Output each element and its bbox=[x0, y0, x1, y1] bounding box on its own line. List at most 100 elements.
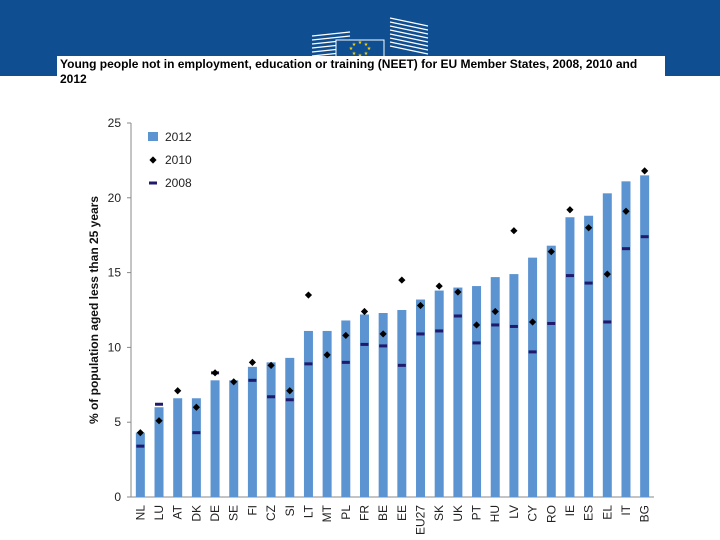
bar-2012 bbox=[453, 287, 463, 497]
marker-2010 bbox=[379, 330, 387, 338]
marker-2008 bbox=[472, 341, 481, 345]
x-tick-label: IT bbox=[619, 504, 633, 515]
bar-2012 bbox=[490, 277, 500, 497]
page-title: Young people not in employment, educatio… bbox=[60, 57, 638, 86]
x-tick-label: NL bbox=[133, 505, 147, 521]
svg-text:★: ★ bbox=[352, 51, 357, 57]
x-tick-label: RO bbox=[544, 505, 558, 523]
marker-2008 bbox=[136, 444, 145, 448]
x-tick-label: HU bbox=[488, 505, 502, 522]
marker-2010 bbox=[566, 206, 574, 214]
bar-2012 bbox=[285, 357, 295, 497]
marker-2010 bbox=[547, 248, 555, 256]
x-tick-label: EL bbox=[600, 505, 614, 520]
marker-2008 bbox=[603, 320, 612, 324]
bar-2012 bbox=[509, 274, 519, 497]
marker-2008 bbox=[435, 329, 444, 333]
bar-2012 bbox=[210, 380, 220, 497]
x-tick-label: PT bbox=[470, 504, 484, 520]
marker-2010 bbox=[398, 276, 406, 284]
marker-2010 bbox=[622, 207, 630, 215]
x-tick-label: LT bbox=[301, 504, 315, 518]
x-tick-label: BE bbox=[376, 505, 390, 521]
bar-2012 bbox=[191, 398, 201, 497]
x-tick-label: MT bbox=[320, 504, 334, 522]
marker-2010 bbox=[155, 417, 163, 425]
marker-2010 bbox=[323, 351, 331, 359]
bar-2012 bbox=[584, 215, 594, 497]
svg-text:★: ★ bbox=[349, 46, 354, 52]
x-tick-label: UK bbox=[451, 505, 465, 522]
marker-2008 bbox=[379, 344, 388, 348]
legend-marker-2008 bbox=[149, 181, 157, 185]
bar-2012 bbox=[621, 181, 631, 497]
marker-2010 bbox=[230, 378, 238, 386]
marker-2008 bbox=[491, 323, 500, 327]
marker-2010 bbox=[211, 369, 219, 377]
marker-2008 bbox=[155, 402, 164, 406]
marker-2008 bbox=[341, 360, 350, 364]
bar-2012 bbox=[397, 310, 407, 497]
legend-marker-2010 bbox=[149, 156, 157, 164]
marker-2008 bbox=[416, 332, 425, 336]
x-tick-label: BG bbox=[638, 505, 652, 522]
bar-2012 bbox=[322, 330, 332, 497]
marker-2010 bbox=[304, 291, 313, 299]
y-tick-label: 0 bbox=[114, 490, 121, 504]
marker-2010 bbox=[472, 321, 481, 329]
svg-text:★: ★ bbox=[352, 42, 357, 48]
x-tick-label: CZ bbox=[264, 505, 278, 521]
x-tick-label: LU bbox=[152, 505, 166, 520]
y-tick-label: 10 bbox=[108, 340, 122, 354]
bar-2012 bbox=[341, 320, 351, 497]
marker-2008 bbox=[267, 395, 276, 399]
legend-label-2010: 2010 bbox=[165, 153, 192, 167]
marker-2008 bbox=[640, 235, 649, 239]
y-axis-label: % of population aged less than 25 years bbox=[87, 196, 101, 424]
marker-2010 bbox=[136, 429, 144, 437]
marker-2008 bbox=[360, 342, 369, 346]
marker-2010 bbox=[454, 288, 462, 296]
title-box bbox=[57, 56, 665, 92]
marker-2010 bbox=[585, 224, 593, 232]
bar-2012 bbox=[229, 380, 239, 497]
x-tick-label: SK bbox=[432, 505, 446, 521]
x-tick-label: SI bbox=[283, 505, 297, 516]
marker-2010 bbox=[267, 361, 275, 369]
marker-2008 bbox=[192, 431, 201, 435]
x-tick-label: CY bbox=[526, 505, 540, 522]
svg-text:★: ★ bbox=[358, 40, 363, 46]
marker-2008 bbox=[621, 247, 630, 251]
marker-2010 bbox=[174, 387, 182, 395]
marker-2010 bbox=[641, 167, 649, 175]
marker-2008 bbox=[248, 378, 257, 382]
marker-2010 bbox=[603, 270, 611, 278]
y-tick-label: 25 bbox=[108, 116, 122, 130]
bar-2012 bbox=[303, 330, 313, 497]
marker-2010 bbox=[435, 282, 443, 290]
x-tick-label: LV bbox=[507, 505, 521, 519]
x-tick-label: EE bbox=[395, 505, 409, 521]
bar-2012 bbox=[434, 290, 444, 497]
bar-2012 bbox=[472, 286, 482, 497]
marker-2010 bbox=[342, 331, 350, 340]
bar-2012 bbox=[135, 432, 145, 497]
x-tick-label: AT bbox=[171, 504, 185, 519]
marker-2008 bbox=[547, 321, 556, 325]
bar-2012 bbox=[602, 193, 612, 497]
eu-commission-logo: ★★★★ ★★★★ bbox=[311, 17, 429, 59]
bar-2012 bbox=[359, 314, 369, 497]
y-tick-label: 15 bbox=[108, 266, 122, 280]
bar-2012 bbox=[528, 257, 538, 497]
bar-2012 bbox=[416, 299, 426, 497]
legend-label-2008: 2008 bbox=[165, 176, 192, 190]
y-tick-label: 20 bbox=[108, 191, 122, 205]
y-tick-label: 5 bbox=[114, 415, 121, 429]
svg-text:★: ★ bbox=[364, 51, 369, 57]
x-tick-label: PL bbox=[339, 505, 353, 520]
x-tick-label: FR bbox=[357, 505, 371, 521]
marker-2008 bbox=[528, 350, 537, 354]
marker-2010 bbox=[416, 301, 425, 310]
marker-2008 bbox=[509, 324, 518, 328]
